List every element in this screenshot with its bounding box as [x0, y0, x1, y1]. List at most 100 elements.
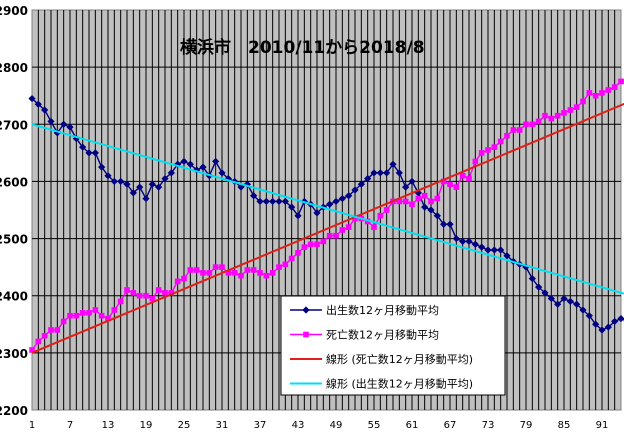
- y-tick-label: 2200: [0, 404, 28, 418]
- x-tick-label: 19: [140, 420, 153, 431]
- data-point: [511, 127, 517, 133]
- legend-label: 線形 (出生数12ヶ月移動平均): [326, 377, 473, 391]
- data-point: [74, 313, 80, 319]
- data-point: [257, 270, 263, 276]
- data-point: [587, 90, 593, 96]
- data-point: [245, 267, 251, 273]
- x-tick-label: 91: [596, 420, 609, 431]
- data-point: [428, 199, 434, 205]
- data-point: [574, 104, 580, 110]
- x-tick-label: 85: [558, 420, 571, 431]
- data-point: [232, 270, 238, 276]
- data-point: [479, 150, 485, 156]
- x-tick-label: 1: [29, 420, 35, 431]
- data-point: [403, 199, 409, 205]
- data-point: [213, 264, 219, 270]
- legend-marker: [303, 332, 309, 338]
- data-point: [416, 196, 422, 202]
- data-point: [504, 133, 510, 139]
- data-point: [612, 84, 618, 90]
- data-point: [181, 276, 187, 282]
- data-point: [422, 193, 428, 199]
- data-point: [270, 270, 276, 276]
- data-point: [67, 313, 73, 319]
- data-point: [93, 307, 99, 313]
- legend-label: 出生数12ヶ月移動平均: [326, 303, 439, 317]
- data-point: [251, 267, 257, 273]
- data-point: [340, 227, 346, 233]
- y-tick-label: 2500: [0, 233, 28, 247]
- x-tick-label: 73: [482, 420, 495, 431]
- y-tick-label: 2700: [0, 118, 28, 132]
- data-point: [283, 261, 289, 267]
- data-point: [384, 207, 390, 213]
- data-point: [580, 99, 586, 105]
- legend-label: 線形 (死亡数12ヶ月移動平均): [326, 352, 473, 366]
- y-axis: 22002300240025002600270028002900: [0, 4, 28, 418]
- data-point: [517, 127, 523, 133]
- x-tick-label: 7: [67, 420, 73, 431]
- data-point: [118, 299, 124, 305]
- data-point: [454, 184, 460, 190]
- data-point: [327, 233, 333, 239]
- data-point: [378, 213, 384, 219]
- data-point: [276, 264, 282, 270]
- data-point: [188, 267, 194, 273]
- data-point: [466, 176, 472, 182]
- data-point: [99, 313, 105, 319]
- data-point: [175, 279, 181, 285]
- data-point: [536, 119, 542, 125]
- data-point: [523, 121, 529, 127]
- data-point: [599, 90, 605, 96]
- data-point: [302, 244, 308, 250]
- data-point: [333, 233, 339, 239]
- data-point: [295, 250, 301, 256]
- x-tick-label: 79: [520, 420, 533, 431]
- x-tick-label: 61: [406, 420, 419, 431]
- data-point: [207, 270, 213, 276]
- x-tick-label: 55: [368, 420, 381, 431]
- data-point: [606, 87, 612, 93]
- data-point: [371, 224, 377, 230]
- data-point: [137, 293, 143, 299]
- data-point: [618, 79, 624, 85]
- x-tick-label: 67: [444, 420, 457, 431]
- data-point: [321, 239, 327, 245]
- y-tick-label: 2900: [0, 4, 28, 18]
- data-point: [555, 113, 561, 119]
- data-point: [492, 144, 498, 150]
- data-point: [200, 270, 206, 276]
- data-point: [124, 287, 130, 293]
- data-point: [194, 267, 200, 273]
- data-point: [156, 287, 162, 293]
- data-point: [238, 273, 244, 279]
- chart-title: 横浜市 2010/11から2018/8: [180, 37, 425, 58]
- y-tick-label: 2400: [0, 290, 28, 304]
- data-point: [36, 339, 42, 345]
- data-point: [498, 139, 504, 145]
- data-point: [80, 310, 86, 316]
- data-point: [55, 327, 61, 333]
- data-point: [86, 310, 92, 316]
- data-point: [549, 116, 555, 122]
- data-point: [314, 241, 320, 247]
- data-point: [485, 147, 491, 153]
- data-point: [561, 110, 567, 116]
- x-tick-label: 43: [292, 420, 305, 431]
- data-point: [460, 173, 466, 179]
- data-point: [542, 113, 548, 119]
- data-point: [473, 159, 479, 165]
- data-point: [48, 327, 54, 333]
- data-point: [447, 181, 453, 187]
- data-point: [568, 107, 574, 113]
- data-point: [219, 264, 225, 270]
- data-point: [61, 319, 67, 325]
- data-point: [530, 121, 536, 127]
- legend-label: 死亡数12ヶ月移動平均: [326, 328, 439, 342]
- data-point: [143, 293, 149, 299]
- data-point: [42, 333, 48, 339]
